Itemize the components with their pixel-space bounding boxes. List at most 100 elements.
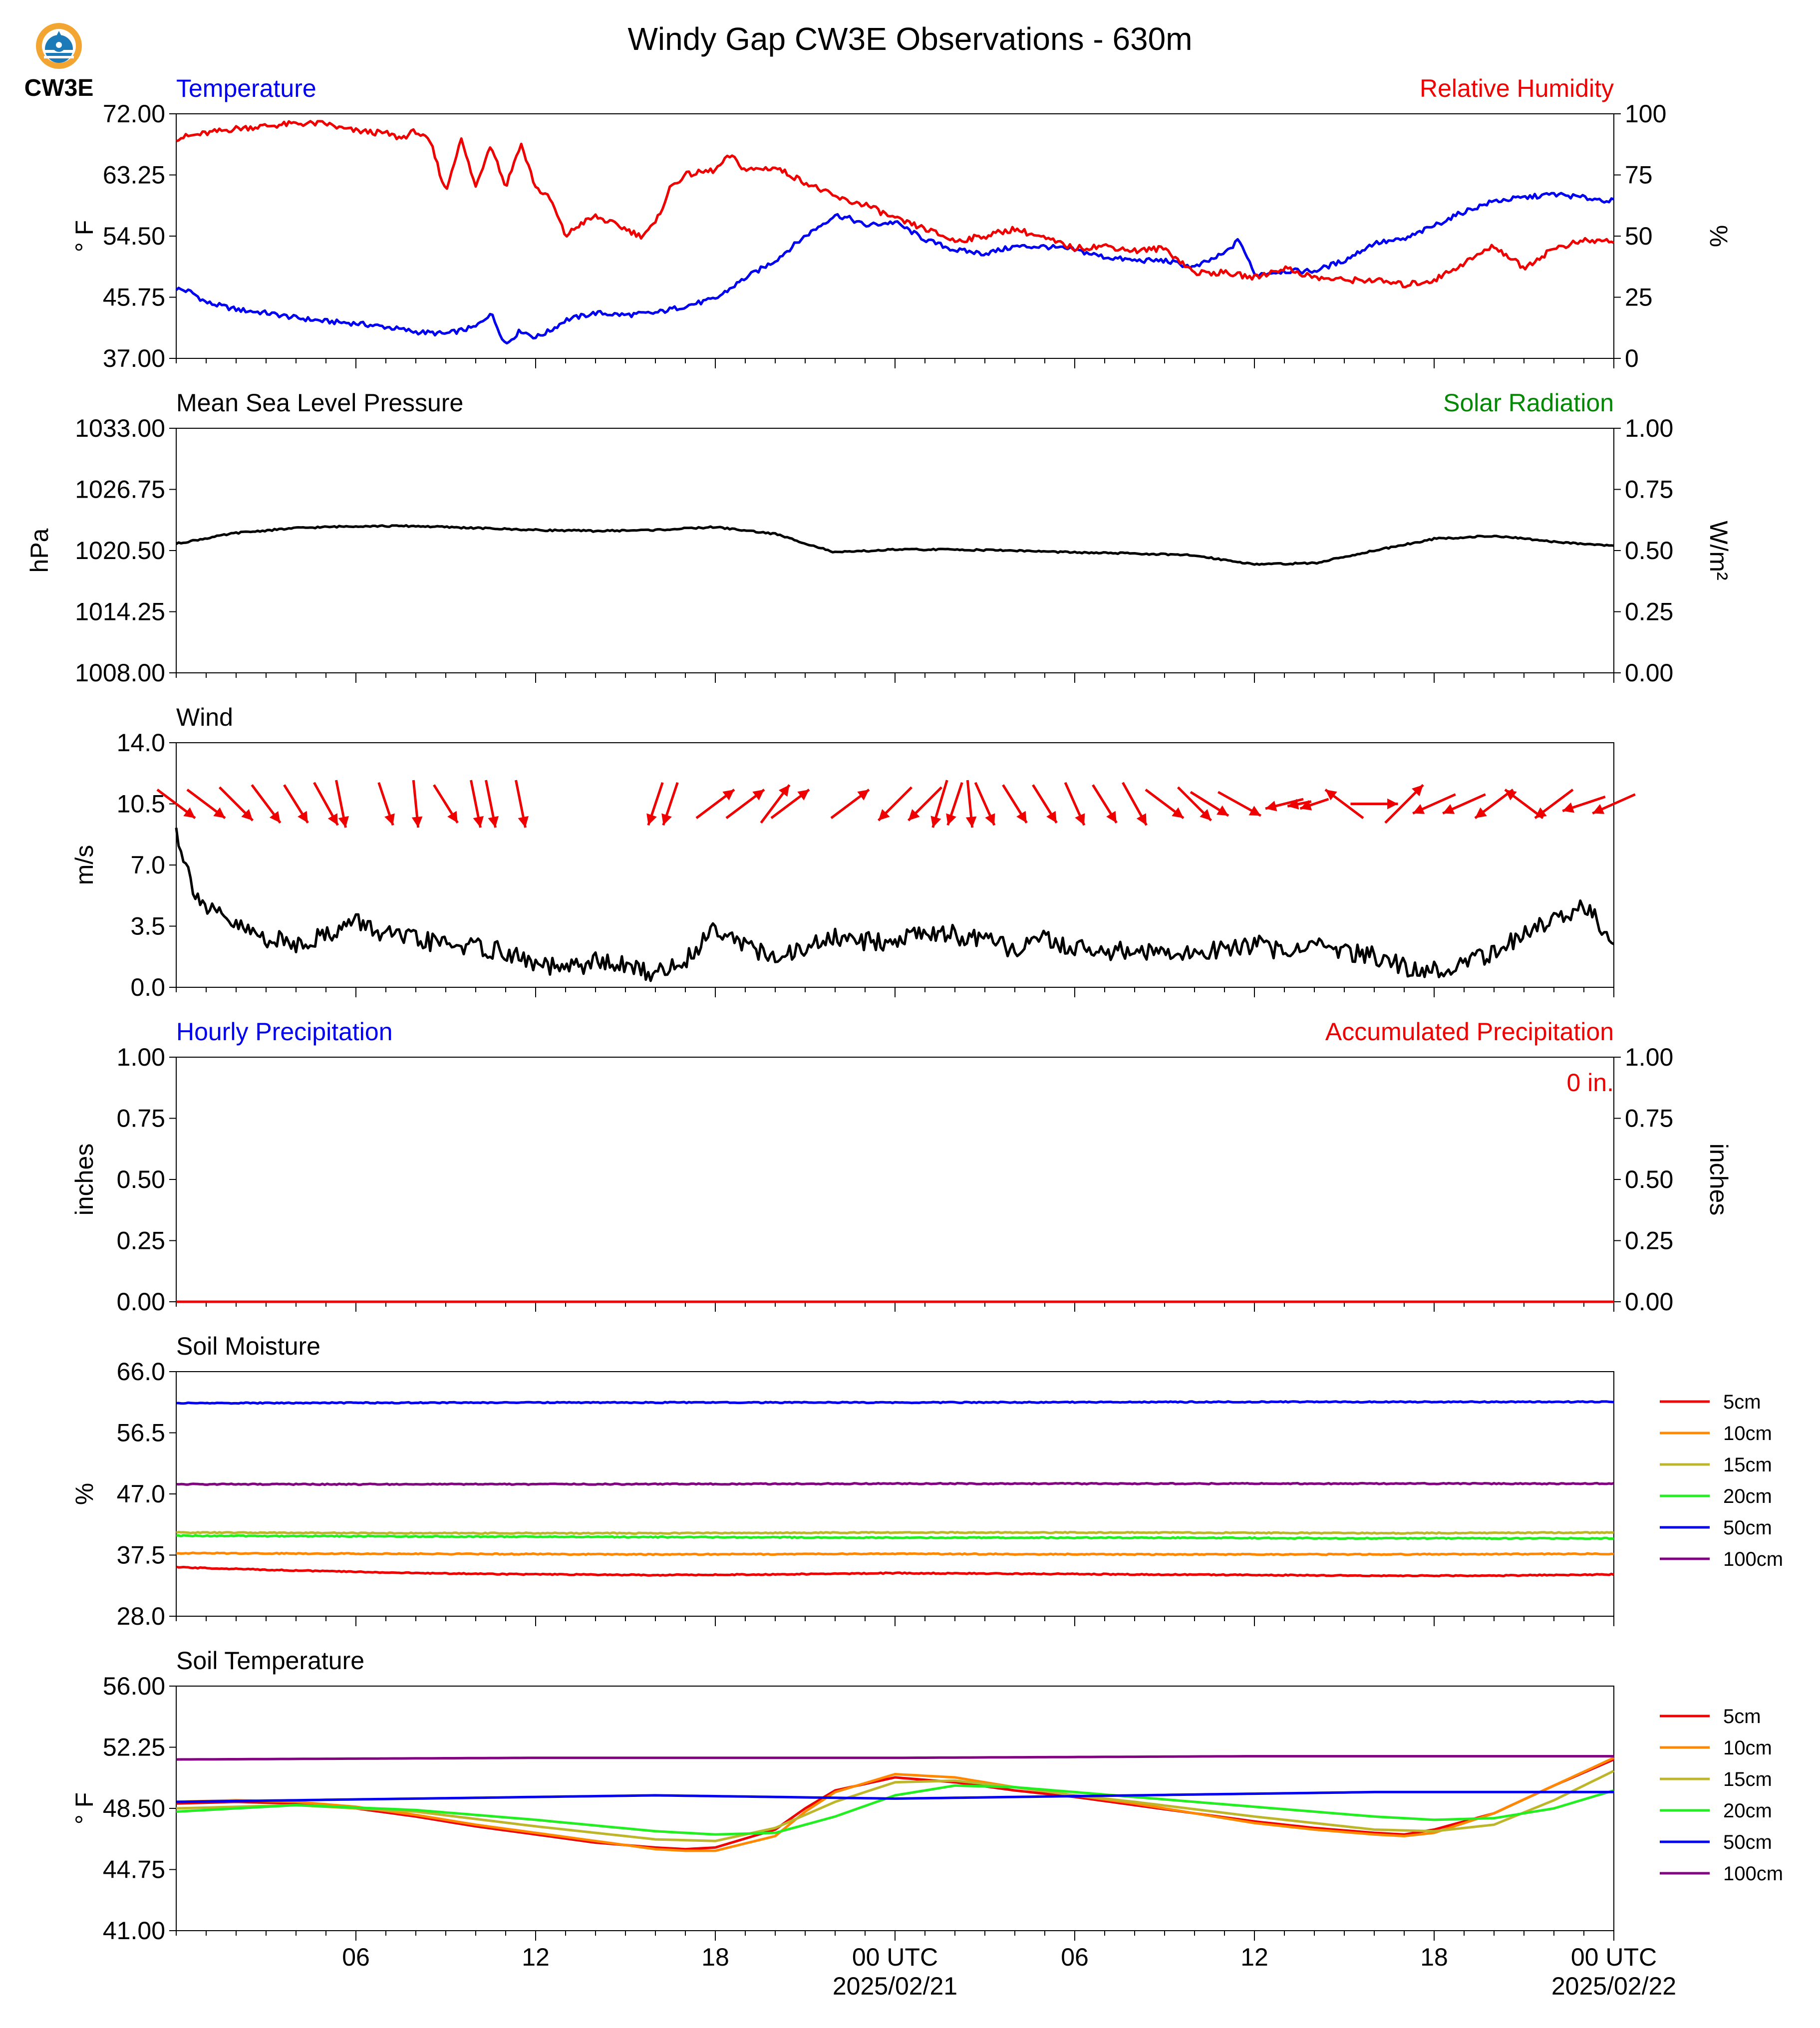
panels: Temperature Relative Humidity 72.00 63.25 54… — [25, 74, 1783, 2000]
wind-vector-head — [797, 790, 809, 801]
panel-pressure: Mean Sea Level Pressure Solar Radiation 10… — [25, 389, 1733, 687]
series-wind-speed — [175, 828, 1615, 982]
ytick-label: 41.00 — [103, 1917, 165, 1945]
wind-vector — [760, 784, 791, 824]
legend-label: 100cm — [1723, 1548, 1783, 1570]
ytick-label: 56.00 — [103, 1672, 165, 1700]
ytick-label: 0.25 — [117, 1227, 165, 1255]
series-15cm — [176, 1769, 1615, 1842]
wind-vector — [1217, 791, 1261, 817]
y2tick-label: 0.25 — [1625, 1227, 1673, 1255]
wind-vector-head — [1325, 790, 1337, 801]
wind-vector — [1562, 795, 1606, 813]
y-axis-label: % — [70, 1483, 98, 1505]
wind-vector — [313, 782, 339, 826]
wind-vector — [877, 786, 913, 822]
wind-vector — [1324, 789, 1364, 819]
ytick-label: 0.00 — [117, 1288, 165, 1316]
y-axis-label: inches — [70, 1144, 98, 1216]
wind-vector-head — [1505, 790, 1517, 801]
wind-vector — [1122, 782, 1148, 826]
right-title: Accumulated Precipitation — [1325, 1018, 1614, 1046]
ytick-label: 28.0 — [117, 1602, 165, 1630]
wind-vector-head — [384, 813, 395, 826]
ytick-label: 14.0 — [117, 729, 165, 757]
wind-vector-head — [338, 816, 349, 828]
ytick-label: 1020.50 — [75, 537, 165, 565]
wind-vector — [1092, 784, 1118, 824]
ytick-label: 66.0 — [117, 1358, 165, 1386]
ytick-label: 1.00 — [117, 1043, 165, 1071]
wind-vector-head — [1075, 813, 1085, 826]
plot-frame — [176, 1371, 1614, 1617]
wind-vector — [1474, 789, 1514, 819]
wind-vector — [725, 789, 765, 819]
plot-frame — [176, 742, 1614, 988]
wind-vector-head — [1136, 813, 1147, 826]
plot-frame — [176, 113, 1614, 359]
wind-vector — [1412, 793, 1456, 815]
series-50cm — [176, 1400, 1614, 1405]
y2tick-label: 0.00 — [1625, 1288, 1673, 1316]
wind-vector-head — [1248, 806, 1261, 816]
wind-vector — [218, 786, 254, 822]
wind-vector-head — [1413, 804, 1425, 814]
legend-label: 15cm — [1723, 1454, 1772, 1476]
plot-frame — [176, 1057, 1614, 1302]
series-15cm — [176, 1530, 1614, 1535]
y-axis-label: hPa — [25, 528, 53, 573]
ytick-label: 44.75 — [103, 1856, 165, 1884]
wind-vector-head — [1592, 804, 1605, 814]
ytick-label: 45.75 — [103, 284, 165, 311]
series-20cm — [176, 1534, 1614, 1540]
legend-label: 10cm — [1723, 1423, 1772, 1445]
wind-vector — [411, 780, 423, 828]
xtick-label: 18 — [701, 1943, 729, 1971]
ytick-label: 7.0 — [130, 851, 165, 879]
wind-vector — [974, 782, 996, 826]
xtick-label: 00 UTC — [852, 1943, 938, 1971]
xtick-label: 12 — [1240, 1943, 1268, 1971]
legend-label: 50cm — [1723, 1831, 1772, 1853]
y2tick-label: 0.50 — [1625, 537, 1673, 565]
panel-soil_moisture: Soil Moisture 66.0 56.5 47.0 37.5 28.0% 5cm 10c… — [70, 1332, 1783, 1630]
wind-vector — [646, 782, 664, 826]
wind-vector-head — [1106, 811, 1117, 823]
wind-vector-head — [930, 816, 941, 828]
legend-label: 20cm — [1723, 1800, 1772, 1822]
left-title: Soil Temperature — [176, 1647, 364, 1675]
y-axis-label: m/s — [70, 845, 98, 885]
wind-vector-head — [778, 785, 790, 797]
wind-vector — [770, 789, 810, 819]
wind-vector-head — [985, 813, 995, 826]
wind-vector — [965, 780, 977, 828]
wind-vector — [283, 784, 309, 824]
y2tick-label: 25 — [1625, 284, 1653, 311]
panel-temperature_rh: Temperature Relative Humidity 72.00 63.25 54… — [70, 74, 1733, 372]
ytick-label: 52.25 — [103, 1734, 165, 1761]
y2tick-label: 75 — [1625, 161, 1653, 189]
wind-vector — [695, 789, 735, 819]
wind-vector-head — [1016, 811, 1027, 823]
ytick-label: 72.00 — [103, 100, 165, 128]
wind-vector-head — [908, 809, 920, 821]
wind-vector-head — [1535, 807, 1547, 818]
cw3e-logo: CW3E — [24, 23, 93, 101]
wind-vector-head — [447, 811, 458, 823]
y2tick-label: 0.75 — [1625, 1105, 1673, 1133]
xtick-label: 00 UTC — [1571, 1943, 1657, 1971]
legend-label: 20cm — [1723, 1485, 1772, 1507]
y2tick-label: 1.00 — [1625, 1043, 1673, 1071]
ytick-label: 1008.00 — [75, 659, 165, 687]
wind-vector-head — [1200, 809, 1212, 821]
series-100cm — [176, 1481, 1614, 1486]
wind-vector — [661, 782, 679, 826]
xtick-label: 06 — [1061, 1943, 1089, 1971]
wind-vector-head — [213, 807, 225, 818]
ytick-label: 63.25 — [103, 161, 165, 189]
wind-vector — [335, 780, 349, 828]
legend-label: 50cm — [1723, 1517, 1772, 1539]
wind-vector — [470, 780, 484, 828]
panel-precipitation: Hourly Precipitation Accumulated Precipit… — [70, 1018, 1733, 1316]
